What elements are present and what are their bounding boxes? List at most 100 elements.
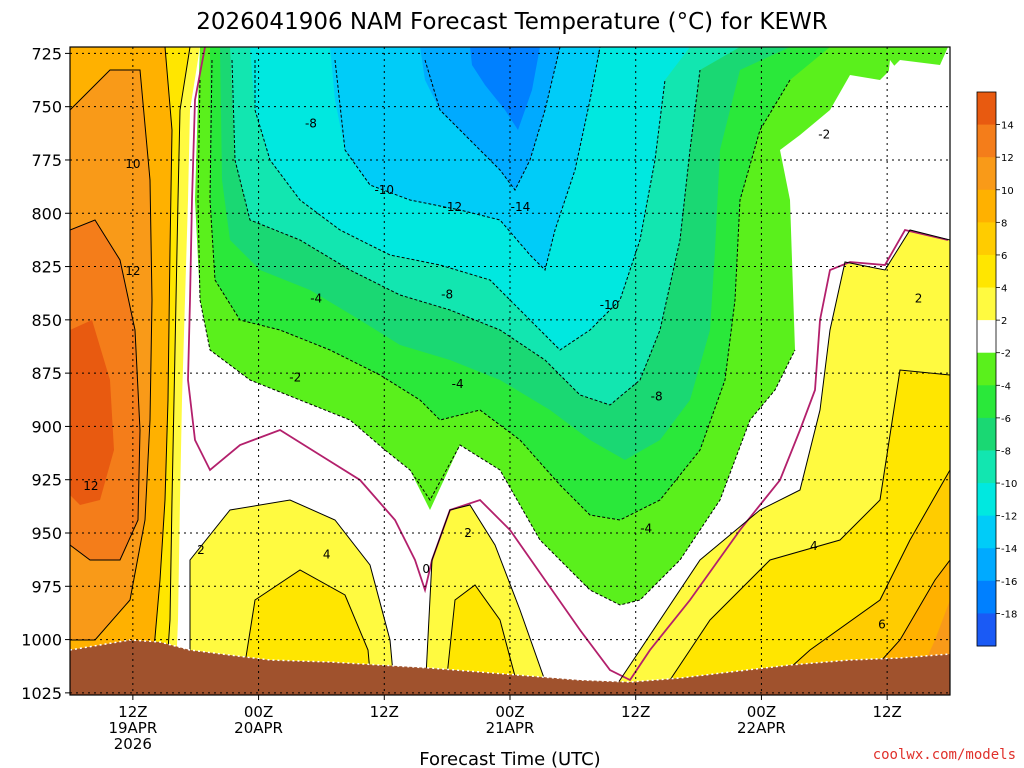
contour-line-2-mid [189, 499, 396, 695]
x-tick-label: 00Z [495, 703, 524, 721]
colorbar-tick-label: 10 [1001, 186, 1014, 197]
contour-label: 0 [422, 562, 430, 576]
contour-label: -4 [310, 292, 322, 306]
colorbar-tick-label: -2 [1001, 349, 1011, 360]
colorbar: 14 12 10 8 6 4 2 -2 -4 -6 -8 -10 -12 -14 -16 -18 [976, 91, 1017, 647]
colorbar-swatch [977, 515, 996, 549]
y-tick-label: 875 [31, 364, 62, 383]
x-tick-label: 20APR [234, 719, 283, 737]
contour-line-4-mid2 [444, 584, 521, 695]
contour-label: 2 [915, 292, 923, 306]
x-tick-label: 00Z [244, 703, 273, 721]
contour-label: -14 [511, 200, 531, 214]
contour-label: -2 [289, 370, 301, 384]
zero-degree-contour [187, 47, 949, 682]
contour-label: -4 [640, 522, 652, 536]
x-tick-label: 2026 [114, 735, 152, 753]
contour-label: -10 [600, 298, 620, 312]
colorbar-tick-label: -4 [1001, 381, 1011, 392]
contour-label: 10 [125, 157, 140, 171]
x-axis-label: Forecast Time (UTC) [419, 749, 600, 768]
y-tick-label: 900 [31, 417, 62, 436]
colorbar-tick-label: 12 [1001, 153, 1014, 164]
y-tick-label: 750 [31, 98, 62, 117]
chart-title: 2026041906 NAM Forecast Temperature (°C)… [196, 9, 827, 35]
colorbar-tick-label: 4 [1001, 284, 1007, 295]
contour-label: -8 [441, 287, 453, 301]
colorbar-tick-label: -16 [1001, 577, 1017, 588]
y-tick-label: 950 [31, 524, 62, 543]
colorbar-tick-label: -6 [1001, 414, 1011, 425]
colorbar-swatch [977, 450, 996, 484]
y-axis: 725 750 775 800 825 850 875 900 925 950 975 1000 102… [21, 44, 70, 703]
colorbar-swatch [977, 352, 996, 386]
y-tick-label: 725 [31, 44, 62, 63]
contour-label: 2 [197, 543, 205, 557]
colorbar-tick-label: -12 [1001, 512, 1017, 523]
colorbar-swatch [977, 320, 996, 354]
colorbar-frame [976, 91, 997, 647]
contour-label: 6 [878, 618, 886, 632]
colorbar-swatch [977, 548, 996, 582]
x-tick-label: 21APR [486, 719, 535, 737]
contour-line-4-right [659, 369, 950, 695]
contour-label: -12 [443, 200, 463, 214]
ground-terrain [70, 640, 950, 695]
colorbar-swatch [977, 385, 996, 419]
colorbar-swatch [977, 222, 996, 256]
y-tick-label: 850 [31, 311, 62, 330]
colorbar-tick-label: -10 [1001, 479, 1017, 490]
x-tick-label: 12Z [621, 703, 650, 721]
contour-line-2-mid2 [424, 504, 551, 695]
x-tick-label: 22APR [737, 719, 786, 737]
x-tick-label: 12Z [872, 703, 901, 721]
contour-line-2-left [164, 47, 191, 695]
y-tick-label: 925 [31, 471, 62, 490]
y-tick-label: 1000 [21, 631, 62, 650]
x-tick-label: 00Z [747, 703, 776, 721]
y-tick-label: 825 [31, 258, 62, 277]
colorbar-swatch [977, 157, 996, 191]
colorbar-swatch [977, 580, 996, 614]
x-tick-label: 19APR [108, 719, 157, 737]
colorbar-tick-label: -18 [1001, 609, 1017, 620]
contour-label: -4 [452, 377, 464, 391]
contour-label: 4 [323, 547, 331, 561]
colorbar-swatch [977, 254, 996, 289]
contour-line-minus2 [197, 79, 796, 606]
temp-band-above-14 [70, 320, 114, 505]
contour-label: -8 [305, 117, 317, 131]
contour-label: -10 [374, 183, 394, 197]
credit-text: coolwx.com/models [873, 747, 1016, 763]
colorbar-tick-label: -14 [1001, 544, 1017, 555]
contour-label: 4 [810, 539, 818, 553]
colorbar-swatch [977, 287, 996, 321]
contour-line-10-left [70, 69, 153, 641]
colorbar-swatch [977, 483, 996, 517]
colorbar-swatch [977, 417, 996, 451]
colorbar-swatch [977, 124, 996, 158]
contour-line-4-mid [239, 569, 373, 695]
y-tick-label: 975 [31, 577, 62, 596]
ground-terrain-edge [70, 639, 950, 683]
contour-line-minus12 [334, 47, 601, 271]
temp-band-right-white [790, 60, 950, 350]
colorbar-swatch [977, 92, 996, 126]
colorbar-swatch [977, 189, 996, 223]
contour-line-minus8 [231, 59, 701, 406]
colorbar-tick-label: 6 [1001, 251, 1007, 262]
gridlines [70, 47, 950, 695]
plot-area: 10 12 12 2 -8 -10 -12 -14 -4 -8 -10 -2 -4 -8 -4 -2 2 4 2 0 4… [70, 47, 950, 695]
x-tick-label: 12Z [370, 703, 399, 721]
colorbar-tick-label: -8 [1001, 446, 1011, 457]
contour-line-minus4 [209, 59, 791, 521]
contour-label: 2 [464, 526, 472, 540]
contour-line-2-right [609, 229, 950, 695]
y-tick-label: 1025 [21, 684, 62, 703]
contour-line-6-left [149, 47, 173, 695]
contour-label: -8 [651, 390, 663, 404]
contour-line-12-left [70, 219, 141, 561]
temp-band-mid2-4-to-6 [445, 585, 520, 695]
